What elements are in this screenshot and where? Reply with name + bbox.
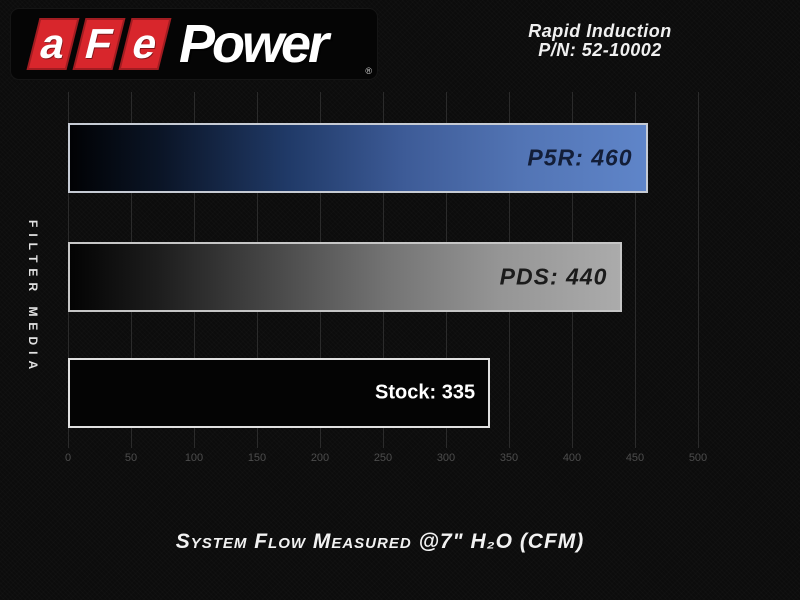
bar-value-label: Stock: 335: [375, 381, 476, 404]
bar-value-label: PDS: 440: [499, 263, 608, 290]
product-header: Rapid Induction P/N: 52-10002: [490, 22, 710, 60]
product-title: Rapid Induction: [528, 21, 672, 41]
x-tick-label: 500: [688, 452, 708, 464]
x-tick-label: 400: [562, 452, 582, 464]
x-tick-label: 100: [184, 452, 204, 464]
x-tick-label: 450: [625, 452, 645, 464]
logo-wordmark: Power: [179, 14, 329, 74]
logo-red-block: F: [72, 18, 126, 70]
x-tick-label: 250: [373, 452, 393, 464]
logo-letter: F: [80, 20, 118, 67]
bar-value-label: P5R: 460: [527, 144, 633, 171]
x-tick-label: 50: [124, 452, 138, 464]
chart-caption: System Flow Measured @7" H₂O (CFM): [175, 530, 585, 553]
x-tick-label: 300: [436, 452, 456, 464]
bar-pds: PDS: 440: [68, 242, 623, 312]
y-axis-label: FILTER MEDIA: [26, 220, 40, 376]
bar-p5r: P5R: 460: [68, 123, 648, 193]
x-tick-label: 0: [64, 452, 72, 464]
logo-letter: e: [127, 20, 163, 67]
brand-logo: a F e Power ®: [10, 8, 378, 80]
logo-red-block: a: [26, 18, 80, 70]
x-tick-label: 350: [499, 452, 519, 464]
bar-stock: Stock: 335: [68, 358, 491, 428]
logo-letter: a: [35, 20, 71, 67]
gridline: [698, 92, 699, 448]
logo-red-block: e: [118, 18, 172, 70]
part-number: P/N: 52-10002: [538, 40, 662, 60]
plot-area: 0 50 100 150 200 250 300 350 400 450 500 P5R: 460 PD…: [65, 92, 768, 464]
registered-trademark-icon: ®: [365, 66, 372, 76]
gridline: [635, 92, 636, 448]
x-tick-label: 200: [310, 452, 330, 464]
x-tick-label: 150: [247, 452, 267, 464]
